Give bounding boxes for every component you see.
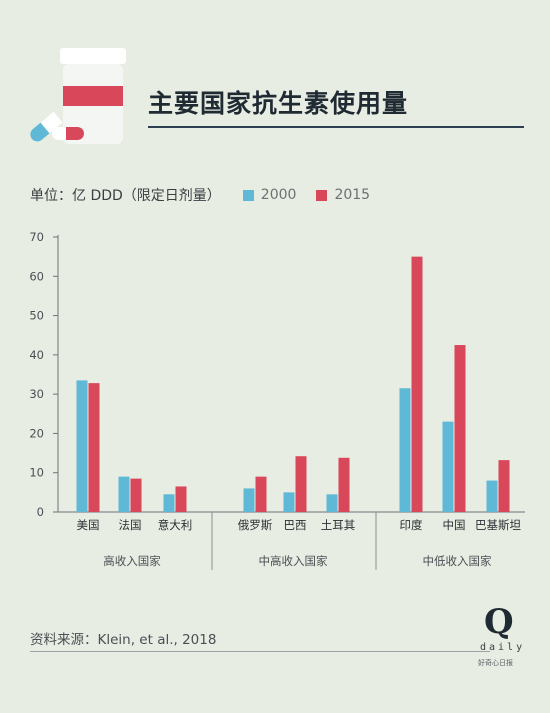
- legend-swatch-2000: [242, 189, 254, 201]
- bar-2015-印度: [411, 256, 423, 512]
- legend-label-2000: 2000: [260, 187, 297, 203]
- legend: 单位：亿 DDD（限定日剂量） 2000 2015: [30, 184, 390, 206]
- bar-2000-印度: [399, 388, 411, 512]
- bar-2015-法国: [130, 478, 142, 512]
- category-label: 法国: [119, 518, 142, 532]
- group-label: 高收入国家: [103, 554, 161, 568]
- page-title: 主要国家抗生素使用量: [148, 89, 409, 118]
- footer-divider: [30, 651, 490, 652]
- bar-2015-巴西: [295, 456, 307, 512]
- category-label: 巴基斯坦: [475, 518, 521, 532]
- y-tick-label: 60: [29, 269, 44, 283]
- bar-2015-巴基斯坦: [498, 460, 510, 512]
- bar-2000-巴西: [283, 492, 295, 512]
- brand-subtitle: 好奇心日报: [478, 659, 513, 667]
- source-note: 资料来源：Klein, et al., 2018: [30, 632, 217, 648]
- legend-item-2000: 2000: [242, 187, 297, 203]
- bar-2000-中国: [442, 421, 454, 512]
- bar-2000-巴基斯坦: [486, 480, 498, 512]
- header: 主要国家抗生素使用量: [0, 0, 550, 150]
- bar-2015-土耳其: [338, 457, 350, 512]
- brand-word: daily: [480, 642, 526, 653]
- category-label: 意大利: [158, 518, 193, 532]
- category-label: 印度: [400, 518, 423, 532]
- bar-2000-俄罗斯: [243, 488, 255, 512]
- brand-letter: Q: [484, 602, 514, 642]
- y-tick-label: 70: [29, 230, 44, 244]
- y-tick-label: 50: [29, 309, 44, 323]
- category-label: 美国: [77, 518, 100, 532]
- bar-2000-意大利: [163, 494, 175, 512]
- y-tick-label: 30: [29, 387, 44, 401]
- category-label: 中国: [443, 518, 466, 532]
- y-tick-label: 40: [29, 348, 44, 362]
- bar-2000-美国: [76, 380, 88, 512]
- group-label: 中低收入国家: [423, 554, 492, 568]
- brand-logo: Q daily 好奇心日报: [470, 604, 530, 674]
- bar-2015-中国: [454, 345, 466, 512]
- y-tick-label: 20: [29, 426, 44, 440]
- legend-swatch-2015: [316, 189, 328, 201]
- bar-2015-美国: [88, 383, 100, 512]
- pill-bottle-icon: [30, 48, 126, 144]
- category-label: 俄罗斯: [238, 518, 273, 532]
- bar-2000-法国: [118, 476, 130, 512]
- category-label: 土耳其: [321, 518, 356, 532]
- unit-label: 单位：亿 DDD（限定日剂量）: [30, 188, 221, 204]
- legend-label-2015: 2015: [334, 187, 371, 203]
- legend-item-2015: 2015: [316, 187, 370, 203]
- y-tick-label: 10: [29, 466, 44, 480]
- category-label: 巴西: [284, 518, 307, 532]
- bar-2015-俄罗斯: [255, 476, 267, 512]
- y-tick-label: 0: [37, 505, 44, 519]
- group-label: 中高收入国家: [259, 554, 328, 568]
- title-divider: [148, 126, 524, 128]
- bar-2015-意大利: [175, 486, 187, 512]
- bar-2000-土耳其: [326, 494, 338, 512]
